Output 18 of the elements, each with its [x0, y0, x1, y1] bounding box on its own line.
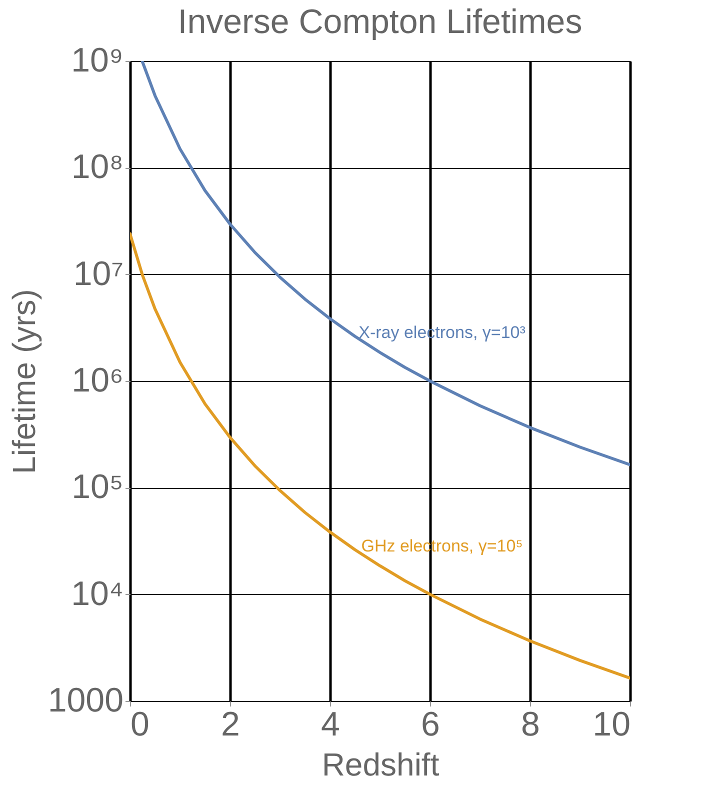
x-tick-label: 4 [321, 706, 340, 744]
x-tick-label: 8 [521, 706, 540, 744]
y-tick-label: 1000 [48, 682, 124, 720]
y-tick-label: 10⁸ [71, 148, 124, 186]
y-tick-label: 10⁶ [72, 362, 124, 400]
y-tick-label: 10⁹ [71, 42, 124, 80]
chart-title: Inverse Compton Lifetimes [178, 3, 582, 41]
line-series [141, 61, 630, 466]
x-tick-label: 6 [421, 706, 440, 744]
y-tick-label: 10⁵ [72, 468, 124, 506]
y-tick-label: 10⁴ [71, 574, 124, 613]
line-series [130, 232, 630, 680]
x-tick-label: 0 [130, 706, 150, 744]
y-tick-label: 10⁷ [73, 254, 124, 293]
x-tick-label: 2 [221, 706, 240, 744]
x-tick-label: 10 [592, 706, 630, 744]
x-axis-title: Redshift [322, 746, 440, 782]
y-axis-title: Lifetime (yrs) [6, 289, 42, 474]
